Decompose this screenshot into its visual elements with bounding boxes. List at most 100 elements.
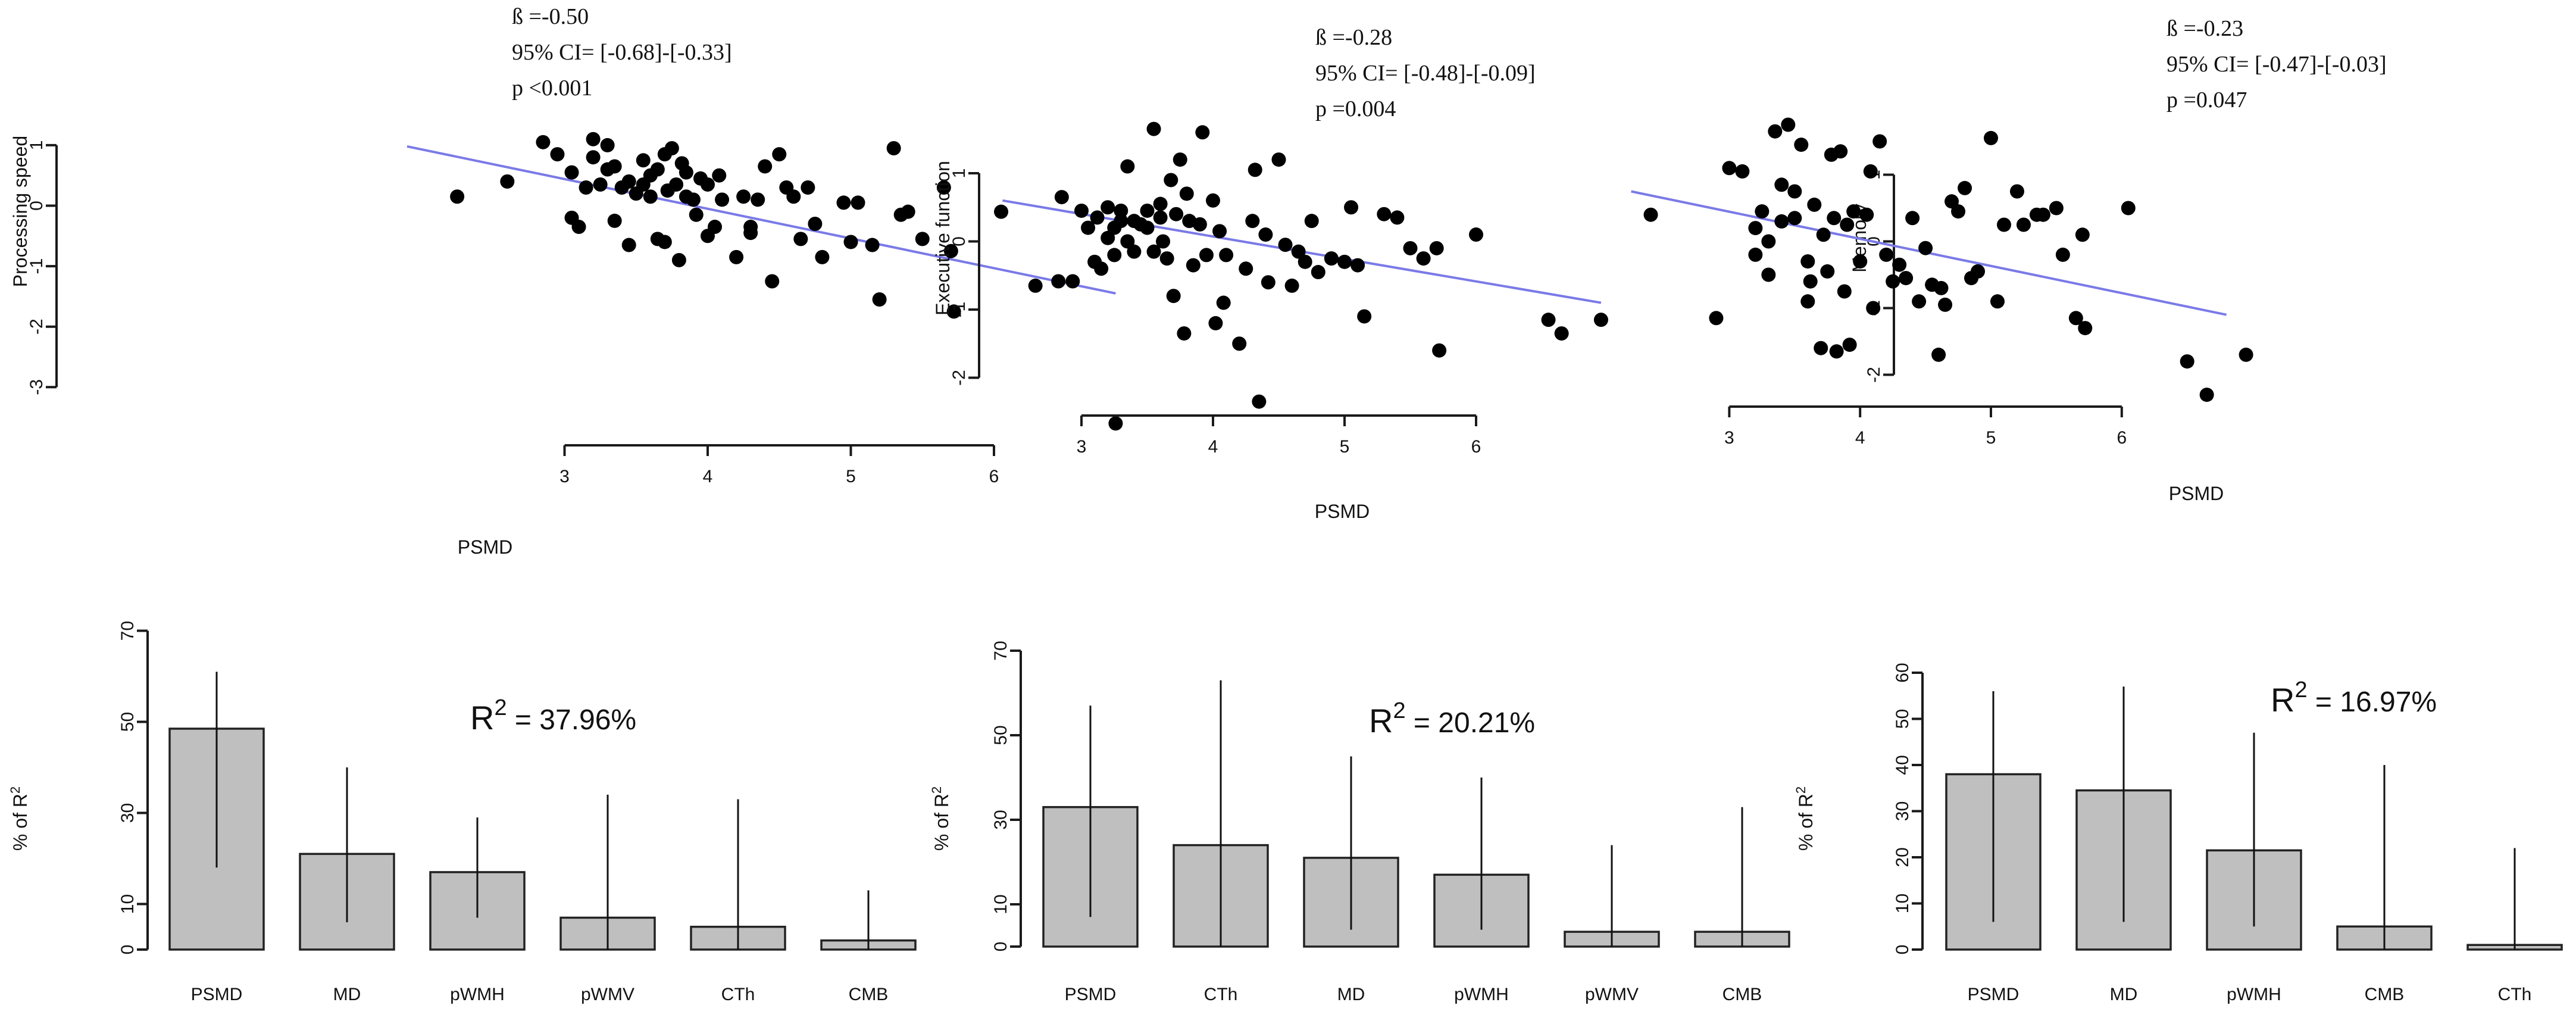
data-point <box>1232 336 1247 351</box>
data-point <box>1101 230 1115 245</box>
data-point <box>1842 338 1857 352</box>
data-point <box>1284 278 1299 293</box>
r2-annotation-value: = 37.96% <box>507 704 637 736</box>
category-label: MD <box>333 985 361 1004</box>
data-point <box>1958 180 1972 195</box>
data-point <box>607 213 622 228</box>
data-point <box>1350 258 1365 273</box>
y-tick-label: 0 <box>991 942 1011 952</box>
stat-line-3: p =0.047 <box>2167 88 2247 113</box>
data-point <box>1108 416 1123 431</box>
data-point <box>1905 211 1920 226</box>
data-point <box>586 150 601 165</box>
data-point <box>1416 251 1431 266</box>
y-axis-label-text: % of R <box>931 794 952 851</box>
data-point <box>793 232 808 246</box>
stat-line-2: 95% CI= [-0.48]-[-0.09] <box>1315 61 1536 86</box>
scatter-panel-1: 3 4 5 6 PSMD 1 0 -1 -2 -3 Processing speed ß =-0.50… <box>10 4 1123 558</box>
category-label: CTh <box>2498 985 2532 1004</box>
y-tick-label: 10 <box>991 894 1011 914</box>
data-point <box>1094 261 1109 276</box>
data-point <box>1593 313 1608 327</box>
data-point <box>1837 284 1852 299</box>
data-point <box>636 153 651 168</box>
y-tick-label: -2 <box>949 370 969 386</box>
category-label: pWMH <box>2227 985 2281 1004</box>
y-tick-label: 30 <box>991 810 1011 829</box>
r2-annotation-value: = 20.21% <box>1406 707 1536 739</box>
data-point <box>1107 248 1122 263</box>
category-label: pWMH <box>1454 985 1509 1004</box>
data-point <box>1814 341 1828 355</box>
category-label: CTh <box>1204 985 1238 1004</box>
x-axis-label: PSMD <box>2169 483 2224 504</box>
data-point <box>1787 184 1802 199</box>
data-point <box>1886 274 1900 289</box>
y-tick-label: -1 <box>949 302 969 318</box>
data-point <box>1990 294 2005 309</box>
data-point <box>671 252 686 267</box>
data-point <box>500 174 515 189</box>
data-point <box>1054 190 1069 205</box>
data-point <box>1146 121 1161 136</box>
y-tick-label: 10 <box>1893 894 1912 913</box>
data-point <box>1761 267 1776 282</box>
y-tick-label: 50 <box>118 712 137 732</box>
data-point <box>1722 161 1737 176</box>
data-point <box>1208 316 1223 330</box>
data-point <box>836 195 851 210</box>
y-axis-label: % of R2 <box>8 786 31 851</box>
data-point <box>1120 159 1135 174</box>
data-point <box>1469 227 1483 242</box>
data-point <box>1866 301 1881 316</box>
data-point <box>650 162 665 177</box>
data-point <box>1541 313 1556 327</box>
data-point <box>994 204 1009 219</box>
data-point <box>1800 294 1815 309</box>
category-label: CMB <box>849 985 889 1004</box>
data-point <box>843 235 858 249</box>
data-point <box>669 177 684 192</box>
data-point <box>1971 264 1986 279</box>
data-point <box>1820 264 1835 279</box>
data-point <box>1879 247 1894 262</box>
y-tick-label: 50 <box>1893 709 1912 729</box>
data-point <box>1846 204 1861 219</box>
r2-annotation: R2 = 20.21% <box>1369 698 1535 739</box>
data-point <box>1859 207 1874 222</box>
data-point <box>1081 220 1096 235</box>
data-point <box>743 220 758 235</box>
data-point <box>851 195 865 210</box>
data-point <box>2075 227 2090 242</box>
category-label: PSMD <box>1065 985 1117 1004</box>
data-point <box>550 147 565 162</box>
data-point <box>657 235 672 249</box>
data-point <box>901 204 915 219</box>
data-point <box>936 180 951 195</box>
data-point <box>643 189 658 204</box>
data-point <box>1829 344 1844 359</box>
data-point <box>664 140 679 155</box>
data-point <box>1258 227 1273 242</box>
y-tick-label: 70 <box>991 641 1011 660</box>
data-point <box>772 147 787 162</box>
y-tick-label: 60 <box>1893 663 1912 682</box>
data-point <box>1840 217 1855 232</box>
data-point <box>1304 214 1319 229</box>
data-point <box>1872 134 1887 149</box>
data-point <box>1709 311 1724 326</box>
data-point <box>1291 244 1306 259</box>
data-point <box>946 304 961 319</box>
y-tick-label: 20 <box>1893 847 1912 867</box>
data-point <box>1186 258 1201 273</box>
data-point <box>872 292 887 307</box>
x-tick-label: 6 <box>1471 437 1481 457</box>
data-point <box>1271 152 1286 167</box>
data-point <box>2078 321 2093 336</box>
y-axis-label-sup: 2 <box>8 786 23 794</box>
y-axis-label-text: % of R <box>1795 794 1817 851</box>
data-point <box>1761 234 1776 249</box>
x-tick-label: 3 <box>1724 428 1734 448</box>
